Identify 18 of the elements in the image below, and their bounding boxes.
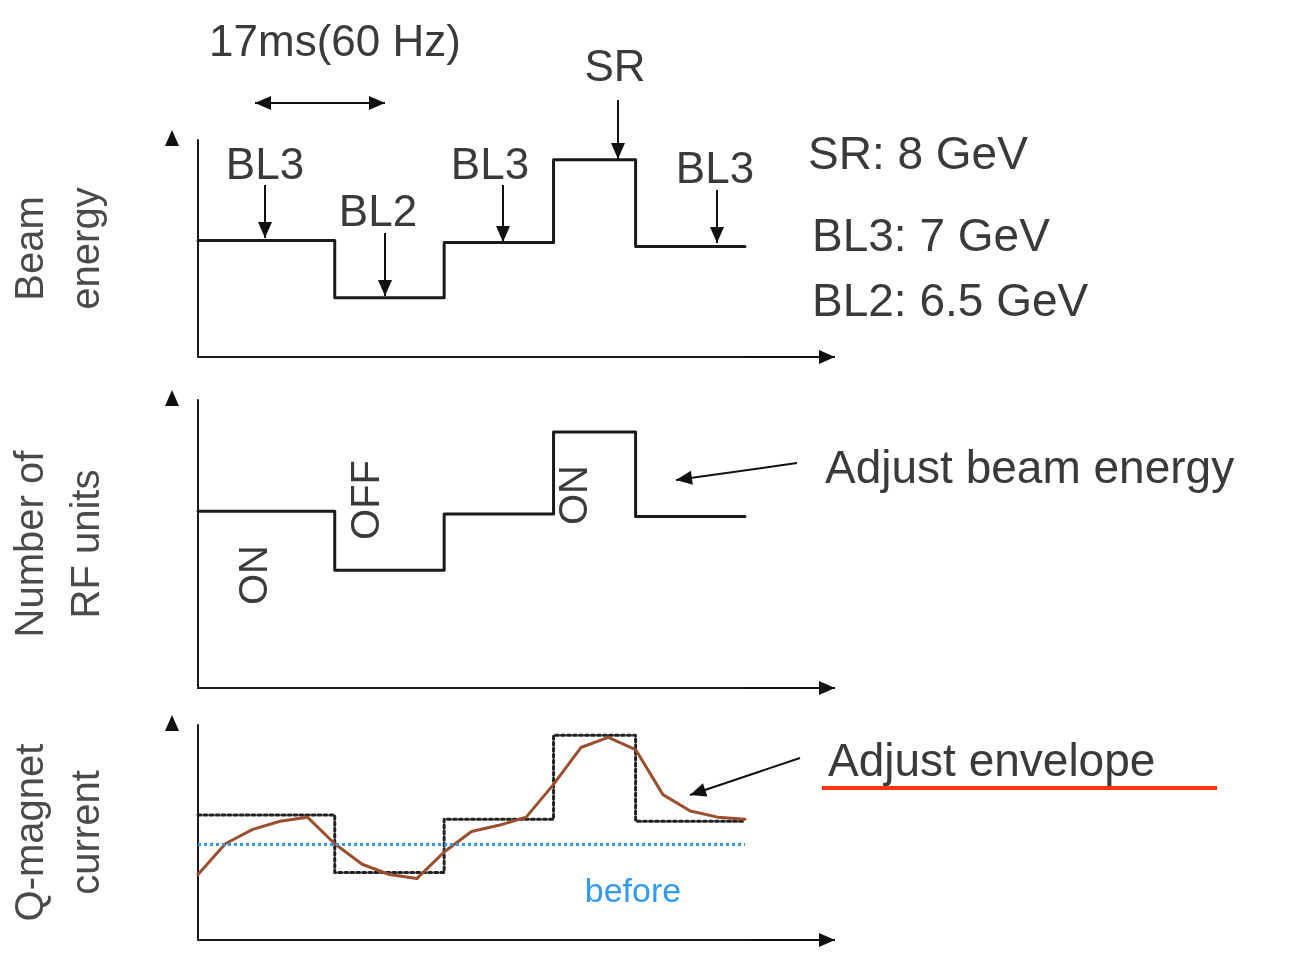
- annotation: BL2: [338, 185, 418, 235]
- annotation: OFF: [343, 460, 387, 540]
- text: Adjust beam energy: [825, 441, 1235, 493]
- text: BL3: 7 GeV: [812, 209, 1051, 261]
- annotation: ON: [231, 545, 275, 605]
- text: SR: 8 GeV: [808, 127, 1029, 179]
- annotation: BL3: [225, 138, 305, 188]
- y-axis-title: Number of RF units: [7, 449, 107, 638]
- annotation: BL3: [675, 142, 755, 192]
- annotation: ON: [551, 465, 595, 525]
- annotation: BL3: [450, 138, 530, 188]
- ref-line-label: before: [584, 871, 682, 909]
- text: BL2: 6.5 GeV: [812, 274, 1089, 326]
- text: Adjust envelope: [828, 734, 1156, 786]
- y-axis-title: Beam energy: [7, 187, 107, 310]
- text: SR: [584, 40, 646, 90]
- text: 17ms(60 Hz): [209, 15, 461, 65]
- y-axis-title: Q-magnet current: [7, 743, 107, 922]
